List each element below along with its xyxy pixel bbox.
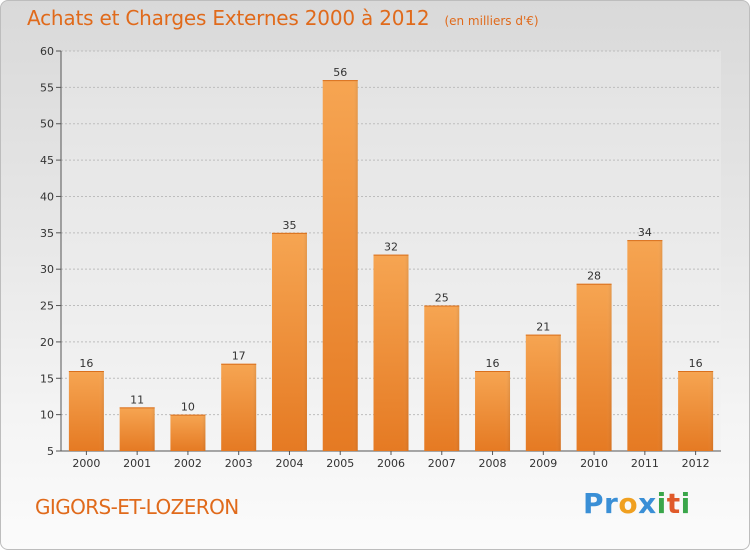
bar-shade bbox=[322, 80, 358, 451]
data-label: 21 bbox=[536, 321, 550, 334]
data-label: 17 bbox=[232, 350, 246, 363]
y-tick-label: 60 bbox=[40, 45, 54, 58]
data-label: 28 bbox=[587, 270, 601, 283]
chart-header: Achats et Charges Externes 2000 à 2012 (… bbox=[27, 6, 539, 30]
bar-shade bbox=[424, 305, 460, 451]
x-tick-label: 2010 bbox=[580, 457, 608, 470]
logo-letter: i bbox=[680, 487, 691, 520]
logo-letter: i bbox=[656, 487, 667, 520]
data-label: 56 bbox=[333, 66, 347, 79]
bar-shade bbox=[525, 334, 561, 451]
x-tick-label: 2000 bbox=[72, 457, 100, 470]
chart-title: Achats et Charges Externes 2000 à 2012 bbox=[27, 6, 430, 30]
x-tick-label: 2008 bbox=[479, 457, 507, 470]
bar-shade bbox=[221, 363, 257, 451]
data-label: 16 bbox=[689, 357, 703, 370]
y-tick-label: 45 bbox=[40, 154, 54, 167]
logo-letter: P bbox=[583, 487, 605, 520]
x-tick-label: 2001 bbox=[123, 457, 151, 470]
logo-letter: o bbox=[618, 487, 639, 520]
y-tick-label: 20 bbox=[40, 336, 54, 349]
proxiti-logo: Proxiti bbox=[583, 487, 691, 520]
logo-letter: t bbox=[666, 487, 681, 520]
data-label: 16 bbox=[79, 357, 93, 370]
bar-shade bbox=[271, 232, 307, 451]
data-label: 34 bbox=[638, 226, 652, 239]
data-label: 32 bbox=[384, 241, 398, 254]
y-tick-label: 40 bbox=[40, 190, 54, 203]
x-tick-label: 2006 bbox=[377, 457, 405, 470]
x-tick-label: 2005 bbox=[326, 457, 354, 470]
chart-subtitle: (en milliers d'€) bbox=[444, 14, 539, 28]
y-tick-label: 50 bbox=[40, 118, 54, 131]
bar-shade bbox=[678, 371, 714, 451]
bar-shade bbox=[475, 371, 511, 451]
y-tick-label: 5 bbox=[47, 445, 54, 458]
x-tick-label: 2011 bbox=[631, 457, 659, 470]
y-tick-label: 55 bbox=[40, 81, 54, 94]
logo-letter: x bbox=[638, 487, 657, 520]
logo-letter: r bbox=[604, 487, 619, 520]
x-tick-label: 2003 bbox=[225, 457, 253, 470]
bar-shade bbox=[68, 371, 104, 451]
y-tick-label: 25 bbox=[40, 300, 54, 313]
x-tick-label: 2012 bbox=[682, 457, 710, 470]
data-label: 16 bbox=[486, 357, 500, 370]
y-tick-label: 30 bbox=[40, 263, 54, 276]
x-tick-label: 2002 bbox=[174, 457, 202, 470]
y-tick-label: 35 bbox=[40, 227, 54, 240]
bar-shade bbox=[576, 283, 612, 451]
y-tick-label: 10 bbox=[40, 409, 54, 422]
data-label: 11 bbox=[130, 393, 144, 406]
y-tick-label: 15 bbox=[40, 372, 54, 385]
data-label: 25 bbox=[435, 292, 449, 305]
x-tick-label: 2007 bbox=[428, 457, 456, 470]
data-label: 10 bbox=[181, 401, 195, 414]
bar-shade bbox=[373, 254, 409, 451]
x-tick-label: 2009 bbox=[529, 457, 557, 470]
x-tick-label: 2004 bbox=[275, 457, 303, 470]
bar-shade bbox=[627, 240, 663, 451]
bar-shade bbox=[119, 407, 155, 451]
place-name: GIGORS-ET-LOZERON bbox=[35, 495, 239, 519]
data-label: 35 bbox=[282, 219, 296, 232]
bar-shade bbox=[170, 414, 206, 451]
